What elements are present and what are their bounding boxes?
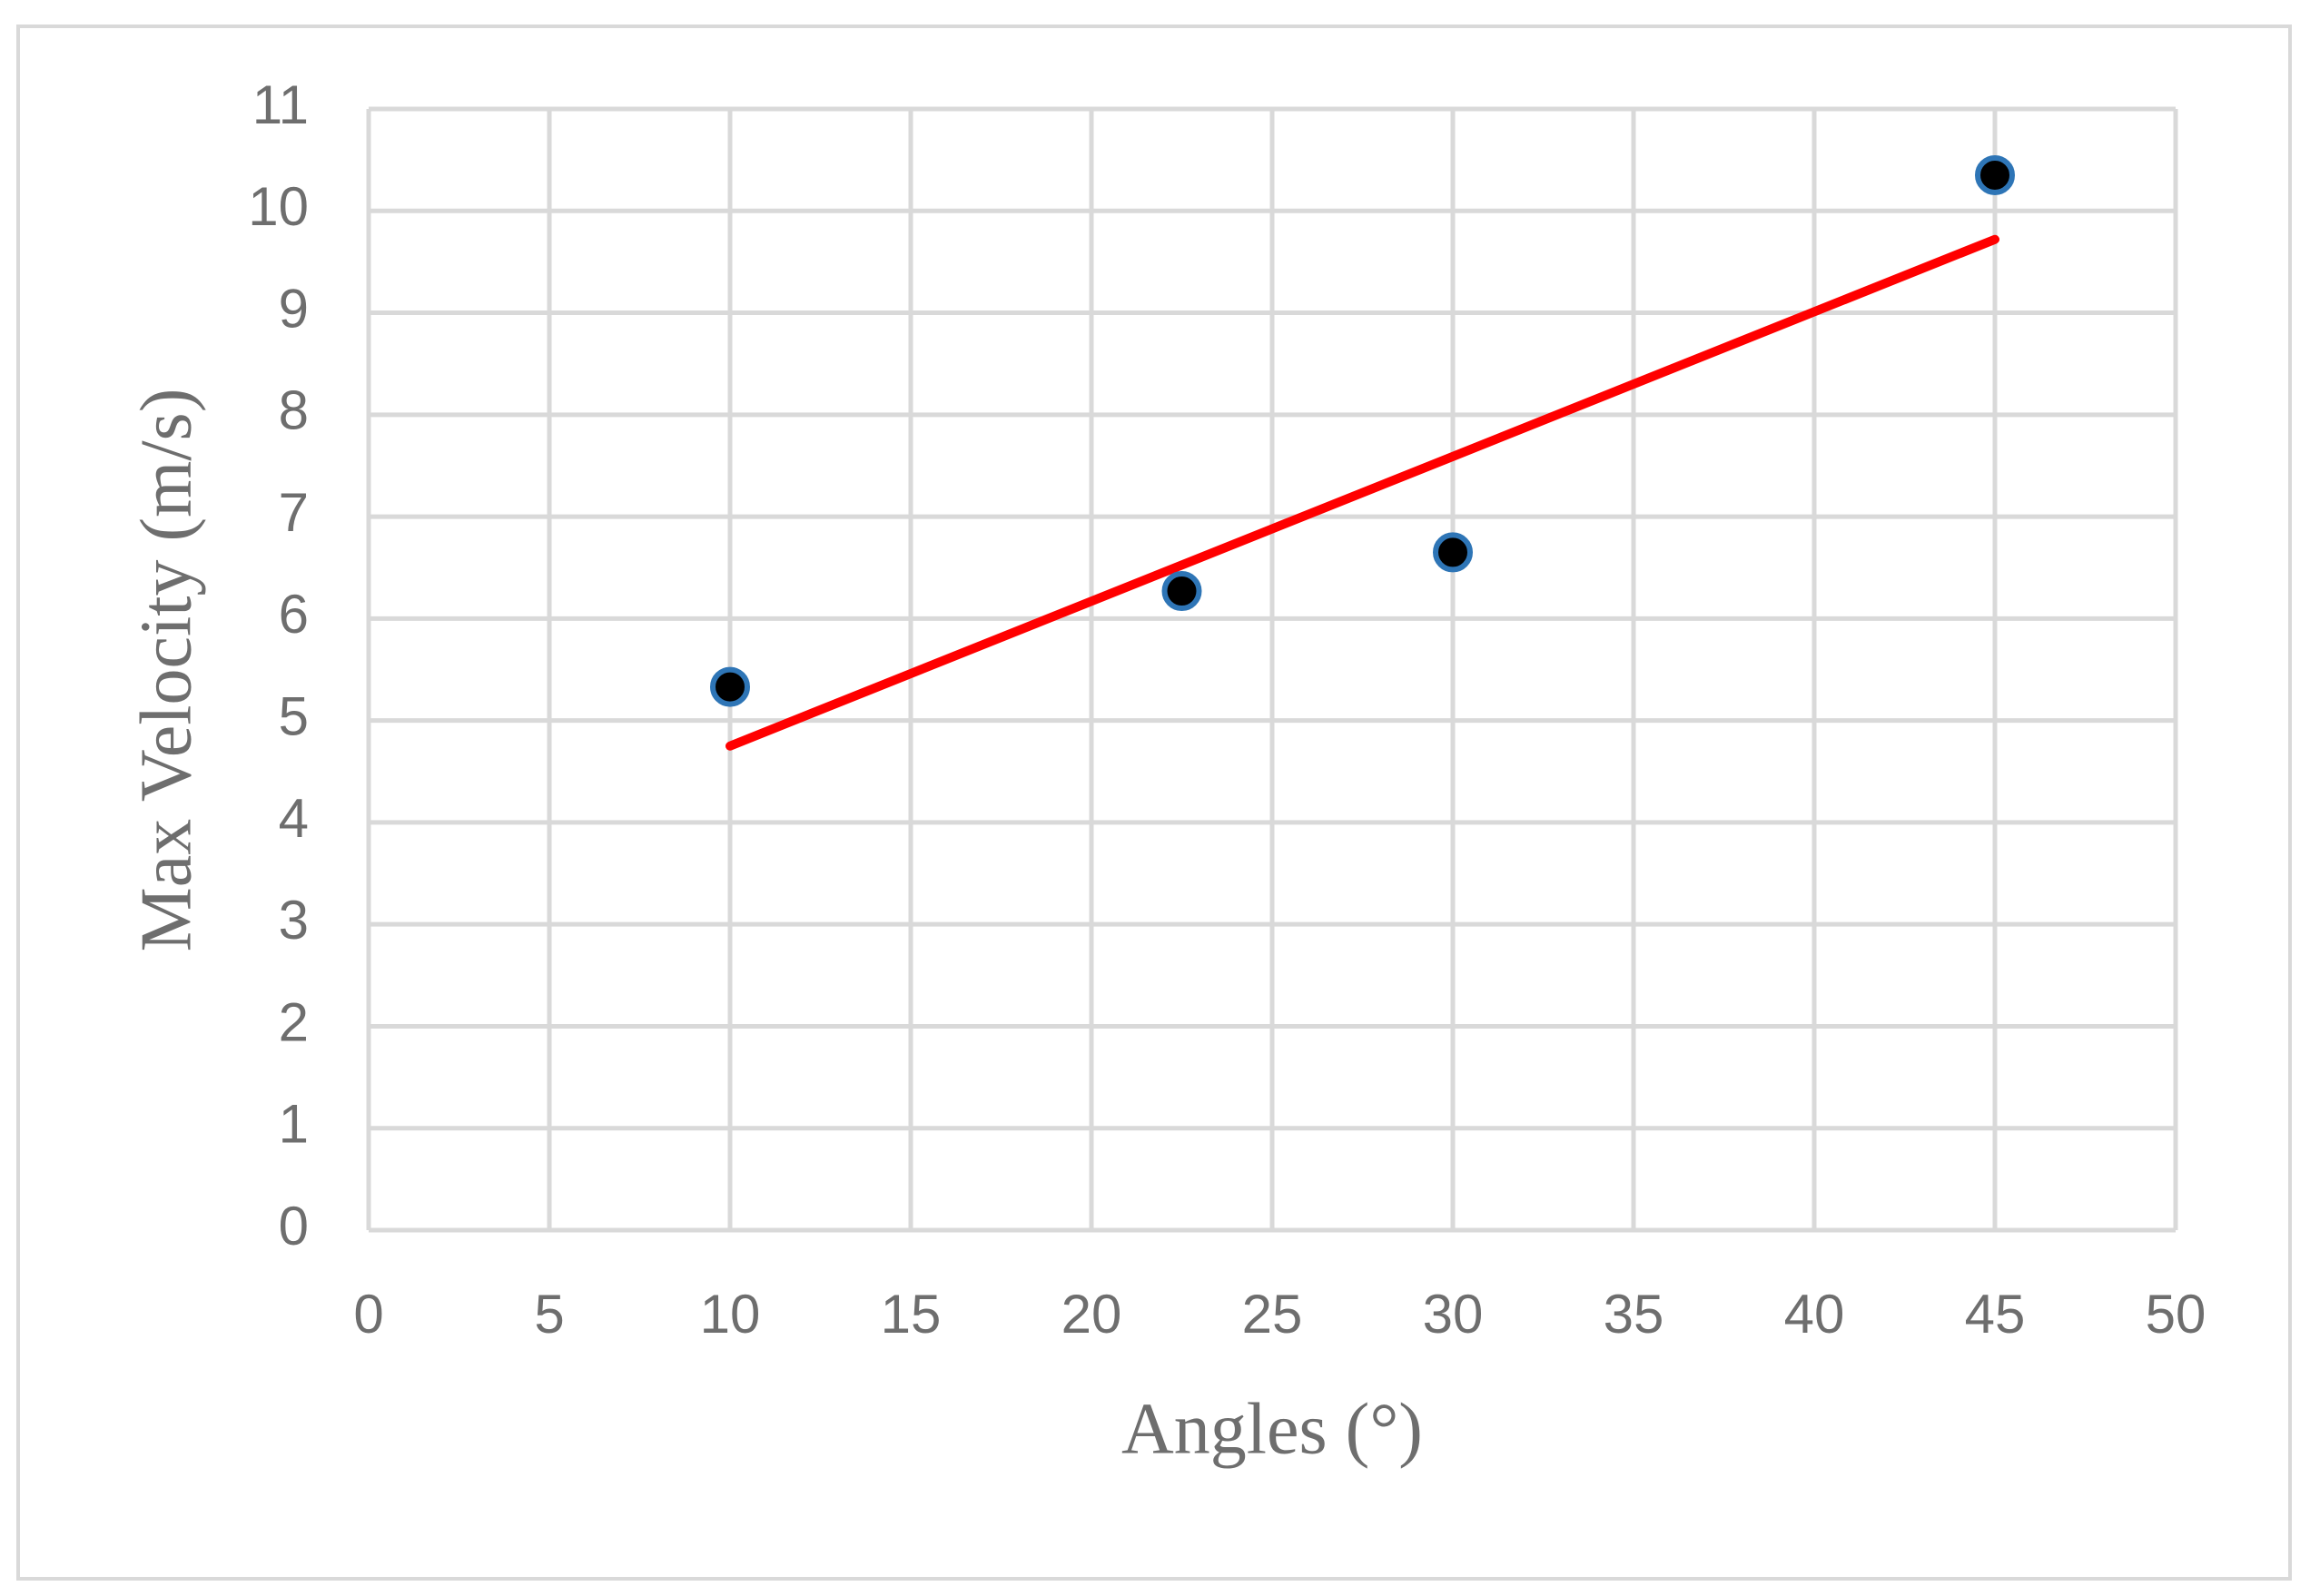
data-point	[1433, 532, 1473, 573]
y-tick-label: 11	[252, 74, 309, 135]
data-point	[1161, 571, 1202, 612]
y-axis-title: Max Velocity (m/s)	[126, 389, 206, 952]
y-tick-label: 1	[279, 1094, 309, 1155]
y-tick-label: 6	[279, 584, 309, 645]
x-tick-label: 50	[2146, 1284, 2206, 1345]
y-tick-label: 7	[279, 482, 309, 543]
y-tick-label: 2	[279, 991, 309, 1052]
x-tick-label: 0	[353, 1284, 383, 1345]
x-tick-label: 25	[1242, 1284, 1303, 1345]
chart-frame	[16, 25, 2292, 1581]
y-tick-label: 5	[279, 685, 309, 746]
x-tick-label: 20	[1061, 1284, 1122, 1345]
x-tick-label: 40	[1784, 1284, 1845, 1345]
x-tick-label: 30	[1423, 1284, 1484, 1345]
y-tick-label: 10	[248, 176, 309, 237]
x-axis-title: Angles (°)	[1121, 1389, 1423, 1469]
x-tick-label: 45	[1965, 1284, 2026, 1345]
x-tick-label: 10	[700, 1284, 761, 1345]
x-tick-label: 35	[1604, 1284, 1664, 1345]
x-tick-label: 15	[881, 1284, 942, 1345]
trendline	[726, 234, 1999, 751]
grid	[366, 106, 2178, 1233]
y-tick-label: 9	[279, 278, 309, 339]
y-tick-label: 4	[279, 788, 309, 849]
x-tick-label: 5	[534, 1284, 564, 1345]
plot-area	[710, 154, 2015, 751]
data-point	[1975, 154, 2015, 195]
data-point	[710, 666, 750, 707]
y-tick-label: 0	[279, 1196, 309, 1256]
y-tick-label: 8	[279, 380, 309, 441]
y-tick-label: 3	[279, 890, 309, 951]
